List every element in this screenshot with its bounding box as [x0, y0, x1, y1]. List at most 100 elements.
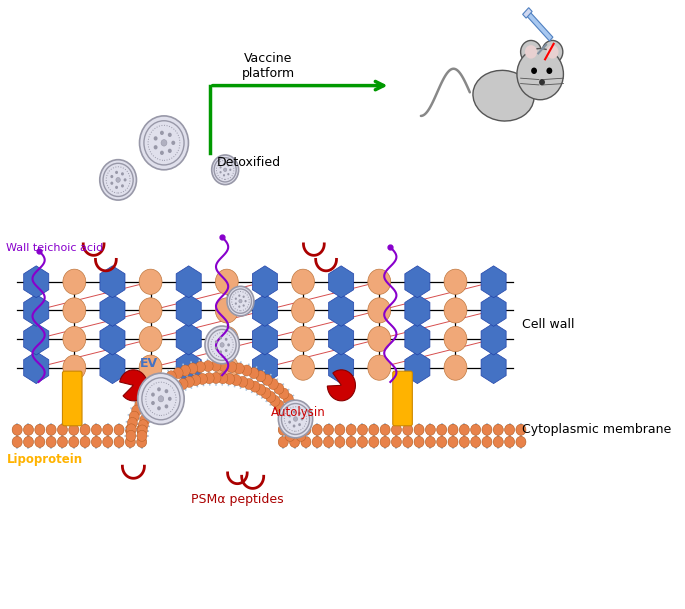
Circle shape [156, 392, 166, 403]
Circle shape [238, 295, 240, 297]
Circle shape [270, 395, 280, 406]
Circle shape [173, 368, 183, 379]
Circle shape [531, 68, 537, 74]
Wedge shape [120, 370, 147, 401]
Circle shape [121, 172, 124, 175]
Circle shape [482, 437, 492, 448]
Circle shape [256, 371, 266, 382]
Circle shape [482, 424, 492, 435]
Circle shape [290, 405, 300, 416]
Circle shape [103, 437, 113, 448]
Circle shape [391, 437, 401, 448]
Circle shape [225, 373, 234, 384]
Circle shape [298, 412, 301, 415]
Circle shape [296, 424, 306, 435]
Circle shape [126, 431, 136, 442]
Circle shape [295, 417, 305, 429]
Circle shape [256, 384, 266, 395]
Circle shape [223, 163, 225, 166]
Circle shape [215, 298, 238, 323]
Circle shape [151, 393, 155, 396]
Circle shape [215, 326, 238, 351]
Circle shape [164, 389, 169, 393]
Circle shape [244, 378, 254, 390]
Circle shape [239, 300, 242, 303]
Circle shape [238, 306, 240, 308]
Circle shape [292, 355, 314, 380]
Circle shape [143, 388, 153, 399]
Circle shape [301, 418, 303, 421]
Circle shape [80, 424, 90, 435]
Circle shape [12, 437, 22, 448]
Circle shape [369, 424, 379, 435]
Text: Autolysin: Autolysin [271, 406, 326, 418]
Circle shape [127, 417, 138, 429]
Circle shape [157, 387, 161, 392]
Circle shape [125, 424, 136, 435]
Circle shape [58, 424, 67, 435]
Circle shape [505, 424, 514, 435]
Circle shape [161, 387, 171, 398]
Text: Cytoplasmic membrane: Cytoplasmic membrane [522, 423, 671, 435]
Circle shape [517, 49, 564, 100]
Circle shape [121, 185, 124, 188]
Circle shape [126, 424, 136, 435]
Circle shape [139, 355, 162, 380]
Circle shape [414, 437, 424, 448]
Circle shape [444, 326, 467, 351]
Circle shape [391, 424, 401, 435]
Circle shape [219, 166, 222, 169]
Circle shape [115, 186, 118, 189]
Circle shape [197, 373, 208, 384]
Circle shape [227, 343, 230, 347]
Text: Cell wall: Cell wall [522, 319, 574, 331]
Circle shape [160, 375, 170, 385]
Circle shape [285, 425, 295, 436]
Circle shape [103, 424, 113, 435]
Circle shape [301, 424, 311, 435]
Circle shape [46, 437, 56, 448]
Circle shape [242, 304, 245, 307]
Circle shape [114, 424, 124, 435]
Circle shape [225, 338, 227, 341]
Circle shape [261, 387, 271, 398]
Circle shape [493, 424, 503, 435]
Circle shape [323, 424, 334, 435]
Circle shape [425, 437, 436, 448]
Circle shape [448, 424, 458, 435]
Circle shape [91, 424, 101, 435]
Circle shape [166, 371, 176, 382]
Circle shape [138, 420, 148, 431]
Circle shape [158, 396, 164, 402]
Circle shape [190, 375, 201, 385]
Circle shape [290, 437, 299, 448]
Circle shape [138, 393, 149, 404]
Circle shape [460, 437, 469, 448]
Circle shape [215, 269, 238, 294]
Circle shape [63, 326, 86, 351]
Circle shape [471, 437, 481, 448]
Circle shape [323, 437, 334, 448]
Circle shape [138, 373, 184, 424]
Circle shape [292, 326, 314, 351]
Circle shape [369, 437, 379, 448]
Bar [523, 8, 532, 18]
FancyBboxPatch shape [62, 371, 82, 426]
Circle shape [115, 171, 118, 174]
Circle shape [136, 437, 147, 448]
Circle shape [368, 355, 390, 380]
Circle shape [178, 378, 188, 390]
Circle shape [110, 175, 113, 178]
Circle shape [205, 326, 239, 364]
Circle shape [516, 424, 526, 435]
Circle shape [493, 437, 503, 448]
Circle shape [547, 45, 558, 58]
Circle shape [148, 400, 158, 411]
Text: Vaccine
platform: Vaccine platform [241, 52, 295, 80]
Circle shape [368, 269, 390, 294]
Circle shape [46, 424, 56, 435]
Circle shape [436, 424, 447, 435]
Circle shape [227, 362, 236, 373]
Circle shape [35, 437, 45, 448]
Circle shape [215, 347, 218, 350]
